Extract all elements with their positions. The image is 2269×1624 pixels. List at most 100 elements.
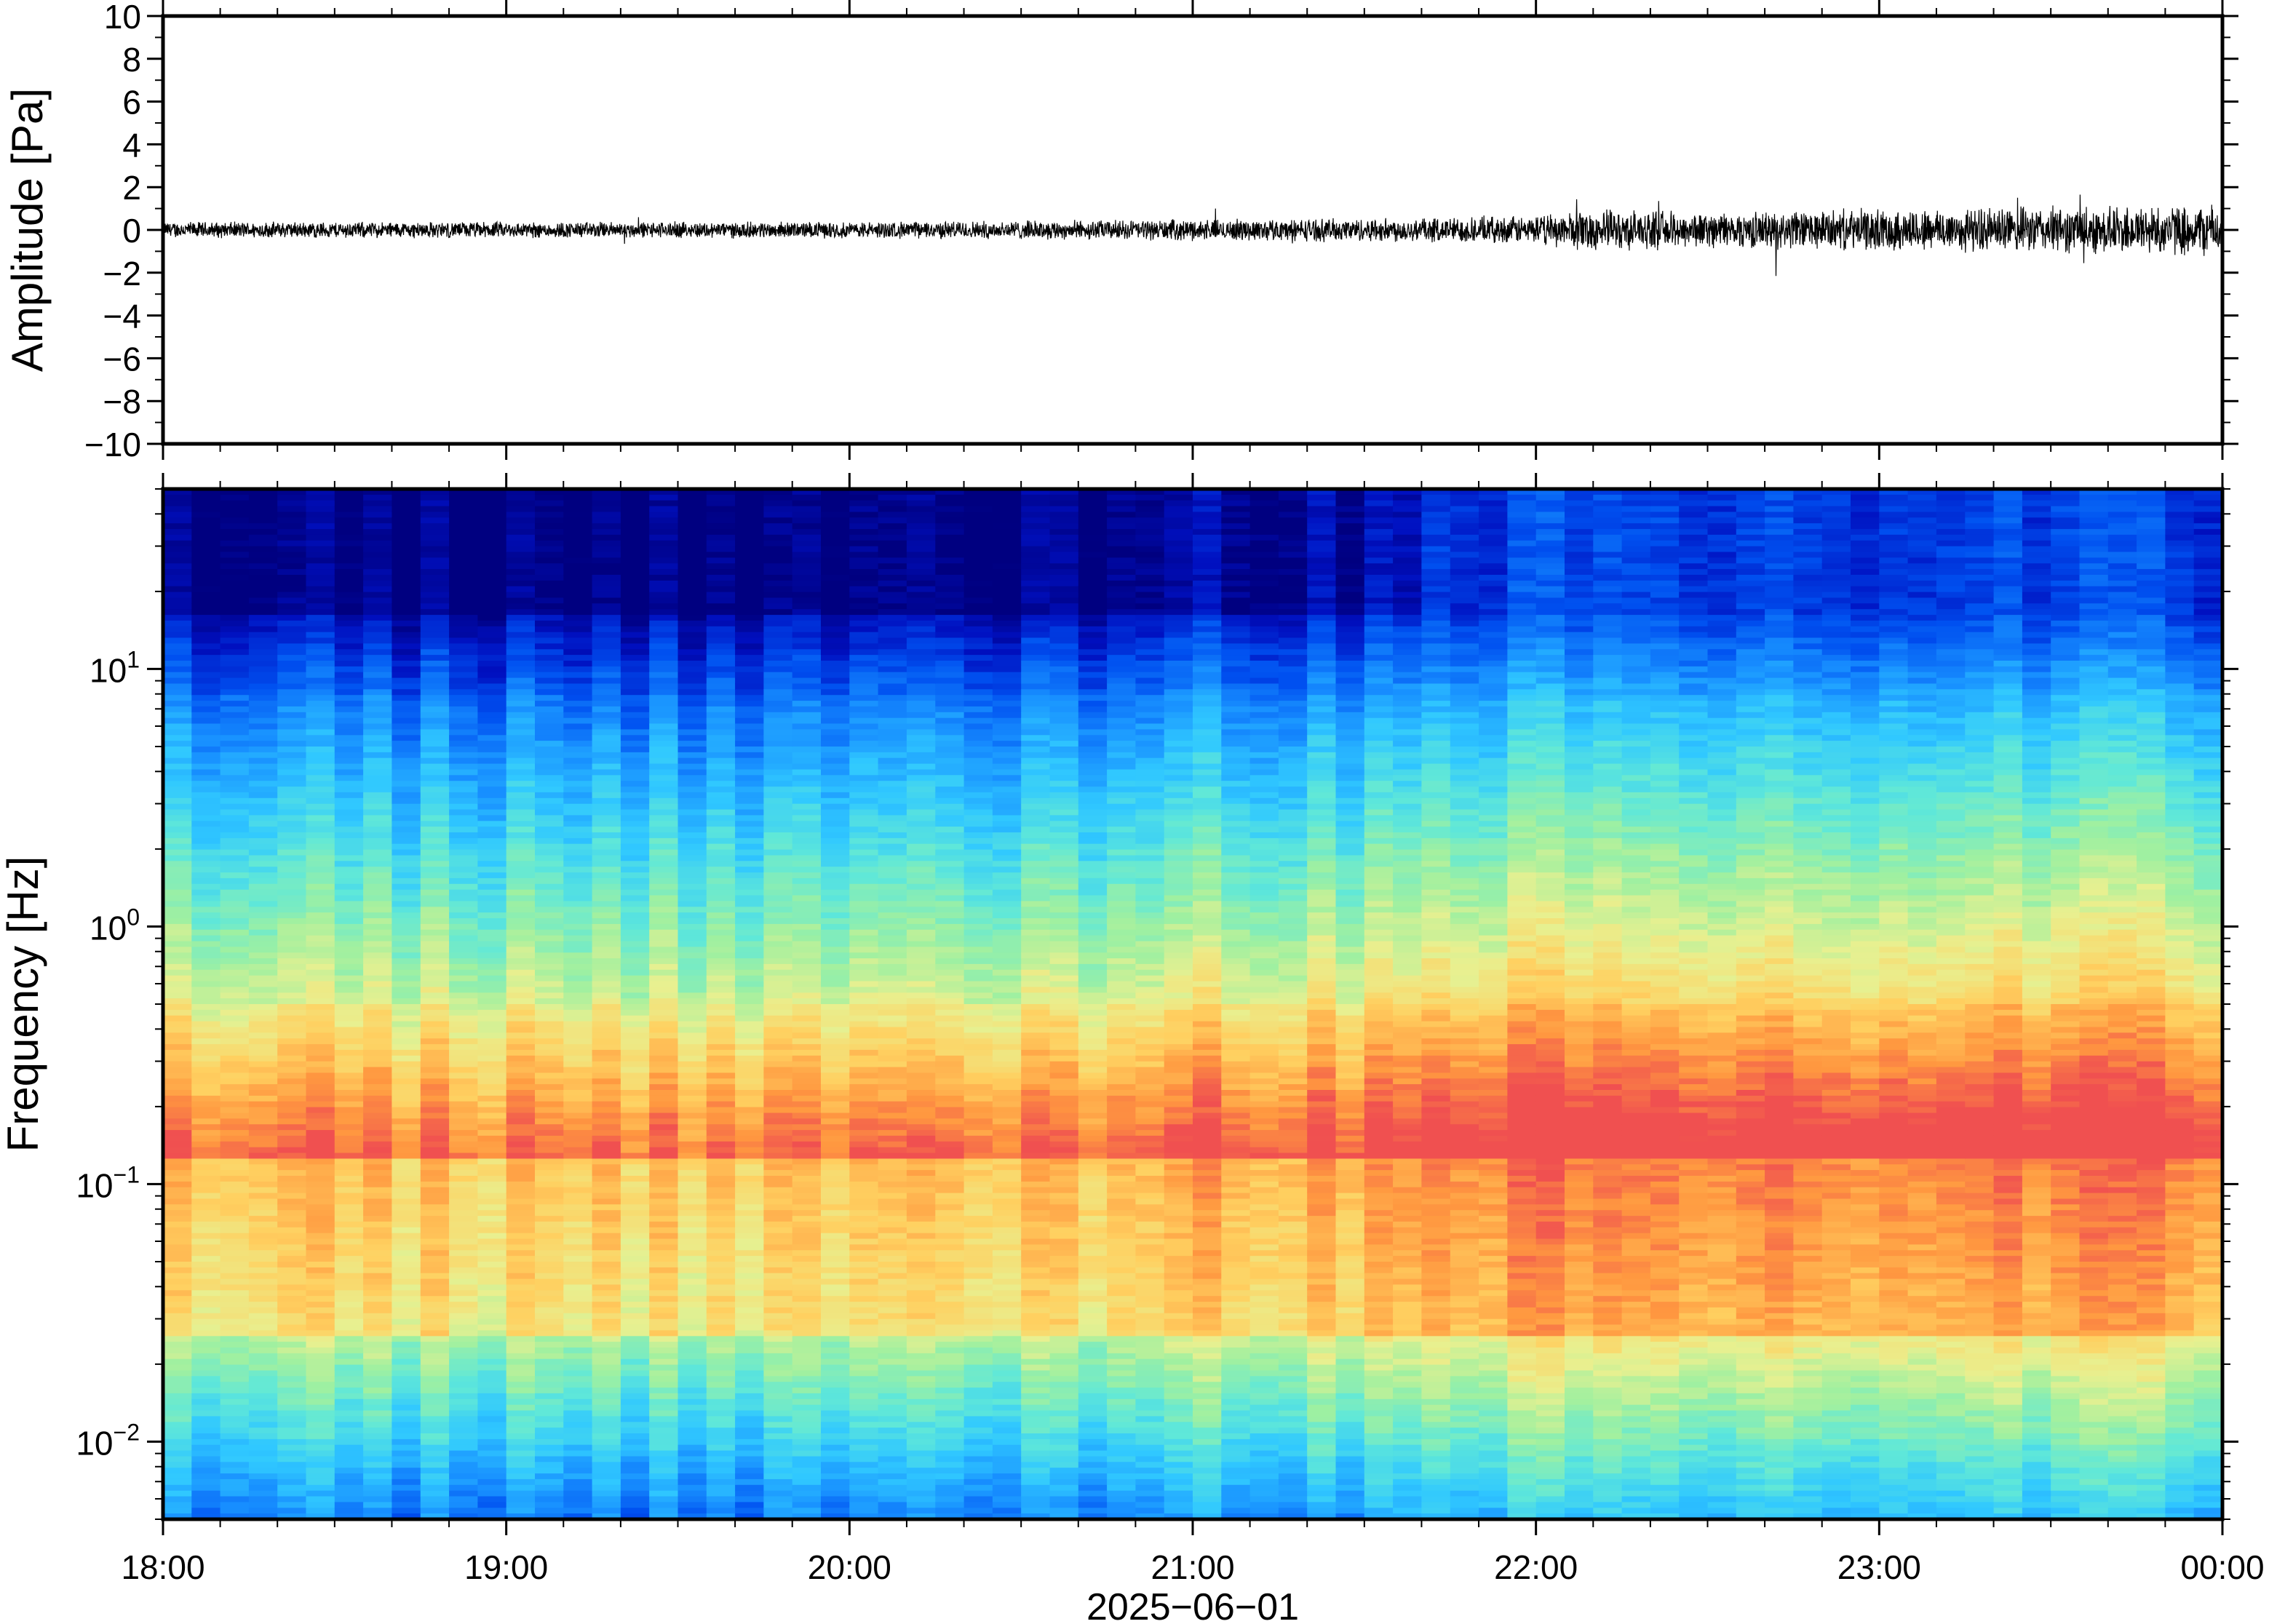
spectrogram-cell: [563, 615, 593, 621]
spectrogram-cell: [763, 1330, 793, 1337]
spectrogram-cell: [363, 1468, 392, 1474]
spectrogram-cell: [849, 1484, 879, 1492]
spectrogram-cell: [563, 929, 593, 936]
spectrogram-cell: [220, 1210, 250, 1217]
spectrogram-cell: [677, 723, 707, 730]
spectrogram-cell: [878, 1404, 907, 1412]
spectrogram-cell: [563, 941, 593, 947]
spectrogram-cell: [277, 615, 307, 621]
spectrogram-cell: [649, 1049, 679, 1056]
spectrogram-cell: [849, 1124, 879, 1131]
spectrogram-cell: [592, 883, 621, 891]
spectrogram-cell: [306, 1027, 335, 1033]
spectrogram-cell: [735, 775, 764, 781]
spectrogram-cell: [191, 1090, 221, 1096]
spectrogram-cell: [649, 1478, 679, 1486]
spectrogram-cell: [763, 958, 793, 965]
spectrogram-cell: [677, 1416, 707, 1422]
spectrogram-cell: [306, 1296, 335, 1302]
spectrogram-cell: [649, 987, 679, 993]
spectrogram-cell: [535, 1153, 564, 1159]
spectrogram-cell: [420, 809, 450, 816]
spectrogram-cell: [878, 689, 907, 696]
spectrogram-cell: [849, 1130, 879, 1137]
spectrogram-cell: [191, 1238, 221, 1245]
spectrogram-cell: [849, 672, 879, 679]
spectrogram-cell: [706, 1221, 736, 1228]
spectrogram-cell: [649, 695, 679, 701]
spectrogram-cell: [906, 1124, 936, 1131]
spectrogram-cell: [649, 677, 679, 685]
spectrogram-cell: [792, 797, 822, 805]
spectrogram-cell: [477, 998, 507, 1005]
spectrogram-cell: [649, 1513, 679, 1519]
spectrogram-cell: [735, 620, 764, 627]
spectrogram-cell: [821, 683, 850, 690]
spectrogram-cell: [849, 901, 879, 907]
spectrogram-cell: [535, 1107, 564, 1114]
spectrogram-cell: [506, 1410, 536, 1417]
spectrogram-cell: [821, 523, 850, 530]
spectrogram-cell: [649, 1124, 679, 1131]
spectrogram-cell: [563, 883, 593, 891]
spectrogram-cell: [248, 1508, 278, 1514]
spectrogram-cell: [849, 729, 879, 736]
spectrogram-cell: [821, 1238, 850, 1245]
spectrogram-cell: [677, 1055, 707, 1062]
spectrogram-cell: [334, 877, 364, 885]
spectrogram-cell: [477, 1164, 507, 1171]
spectrogram-cell: [821, 506, 850, 513]
spectrogram-cell: [906, 1416, 936, 1422]
spectrogram-cell: [220, 1107, 250, 1114]
spectrogram-cell: [248, 1513, 278, 1519]
spectrogram-cell: [506, 787, 536, 793]
spectrogram-cell: [248, 747, 278, 753]
spectrogram-cell: [248, 597, 278, 604]
spectrogram-cell: [363, 529, 392, 536]
spectrogram-cell: [620, 1244, 650, 1251]
spectrogram-cell: [849, 1038, 879, 1045]
spectrogram-cell: [878, 792, 907, 799]
spectrogram-cell: [735, 723, 764, 730]
spectrogram-cell: [449, 1170, 478, 1177]
spectrogram-cell: [477, 1049, 507, 1056]
spectrogram-cell: [477, 563, 507, 570]
spectrogram-cell: [392, 1410, 421, 1417]
spectrogram-cell: [363, 1233, 392, 1240]
spectrogram-cell: [506, 1364, 536, 1372]
spectrogram-cell: [677, 1433, 707, 1440]
spectrogram-cell: [506, 723, 536, 730]
spectrogram-cell: [706, 1348, 736, 1354]
spectrogram-cell: [449, 958, 478, 965]
spectrogram-cell: [563, 701, 593, 707]
spectrogram-cell: [477, 1313, 507, 1320]
spectrogram-cell: [849, 883, 879, 891]
spectrogram-cell: [248, 500, 278, 507]
spectrogram-cell: [363, 1084, 392, 1091]
spectrogram-cell: [821, 781, 850, 787]
spectrogram-cell: [420, 643, 450, 650]
spectrogram-cell: [563, 809, 593, 816]
spectrogram-cell: [535, 529, 564, 536]
spectrogram-cell: [449, 529, 478, 536]
spectrogram-cell: [763, 837, 793, 845]
spectrogram-cell: [535, 620, 564, 627]
spectrogram-cell: [535, 1187, 564, 1194]
spectrogram-cell: [592, 1502, 621, 1508]
spectrogram-cell: [849, 1044, 879, 1051]
spectrogram-cell: [792, 1216, 822, 1222]
spectrogram-cell: [163, 677, 192, 685]
spectrogram-cell: [392, 1158, 421, 1165]
spectrogram-cell: [620, 1313, 650, 1320]
spectrogram-cell: [535, 1398, 564, 1406]
spectrogram-cell: [506, 1324, 536, 1331]
spectrogram-cell: [248, 1438, 278, 1446]
spectrogram-cell: [735, 1444, 764, 1452]
spectrogram-cell: [849, 1101, 879, 1108]
spectrogram-cell: [735, 552, 764, 558]
spectrogram-cell: [392, 1370, 421, 1377]
spectrogram-cell: [849, 832, 879, 839]
spectrogram-cell: [677, 1428, 707, 1434]
spectrogram-cell: [506, 735, 536, 741]
spectrogram-cell: [392, 632, 421, 639]
